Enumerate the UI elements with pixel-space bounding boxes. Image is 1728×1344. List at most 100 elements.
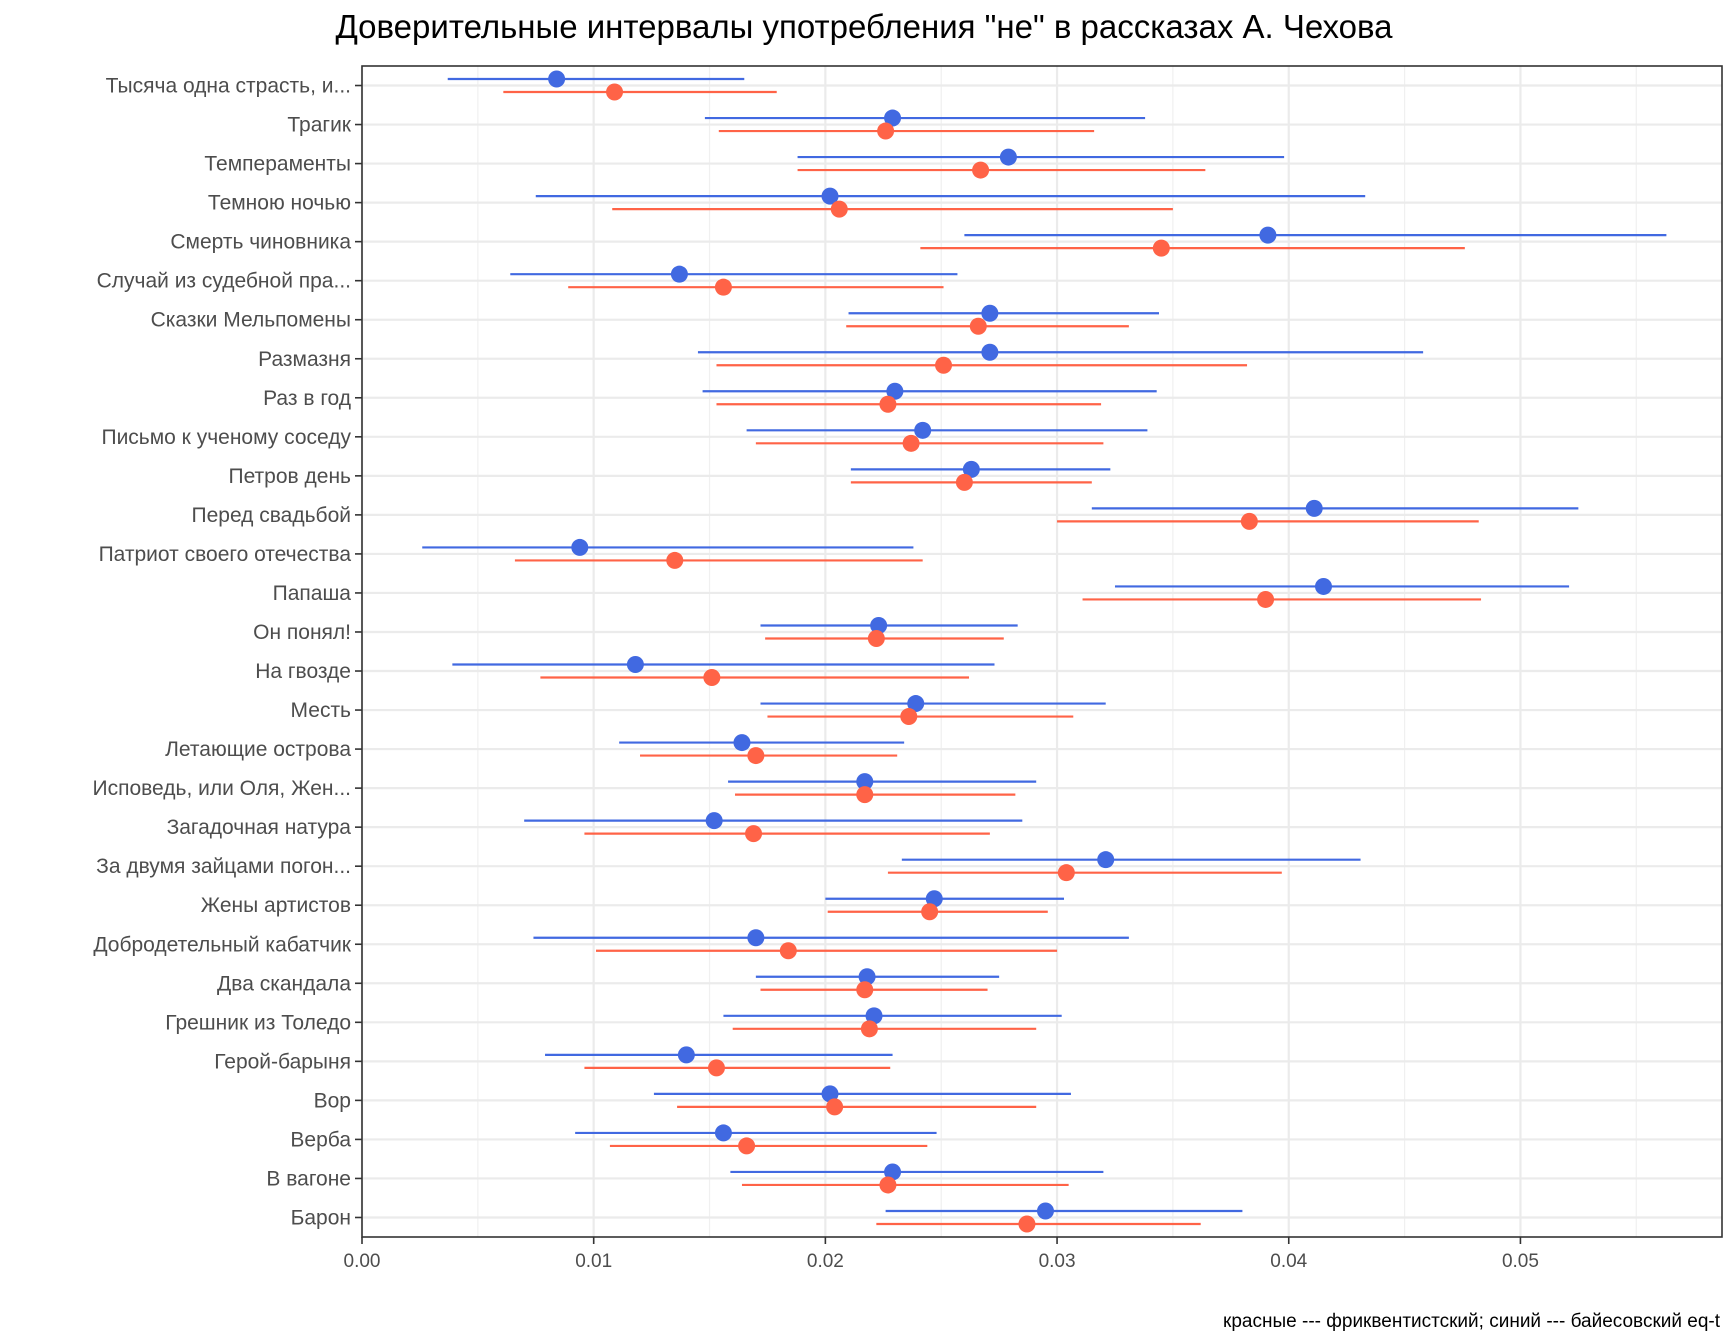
- freq-point: [1018, 1215, 1036, 1233]
- freq-point: [1152, 239, 1170, 257]
- freq-point: [779, 942, 797, 960]
- y-tick-label: Петров день: [228, 465, 351, 488]
- bayes-point: [1314, 577, 1332, 595]
- freq-point: [830, 200, 848, 218]
- y-tick-label: Вор: [314, 1089, 351, 1112]
- chart-title: Доверительные интервалы употребления "не…: [335, 8, 1393, 45]
- y-tick-label: Загадочная натура: [167, 816, 352, 839]
- bayes-point: [548, 70, 566, 88]
- bayes-point: [571, 538, 589, 556]
- y-tick-label: Смерть чиновника: [170, 231, 351, 254]
- bayes-point: [1259, 226, 1277, 244]
- freq-point: [1257, 590, 1275, 608]
- y-tick-label: В вагоне: [266, 1167, 351, 1190]
- bayes-point: [962, 460, 980, 478]
- freq-point: [972, 161, 990, 179]
- y-tick-label: Сказки Мельпомены: [151, 309, 351, 332]
- bayes-point: [981, 343, 999, 361]
- bayes-point: [733, 734, 751, 752]
- y-tick-label: Добродетельный кабатчик: [93, 933, 351, 956]
- y-tick-label: Верба: [290, 1128, 351, 1151]
- bayes-point: [714, 1124, 732, 1142]
- y-tick-label: Темпераменты: [204, 153, 351, 176]
- x-tick-label: 0.00: [344, 1251, 381, 1272]
- y-tick-label: Грешник из Толедо: [165, 1011, 351, 1034]
- freq-point: [856, 981, 874, 999]
- freq-point: [921, 903, 939, 921]
- x-tick-label: 0.01: [575, 1251, 612, 1272]
- y-tick-label: Герой-барыня: [214, 1050, 351, 1073]
- bayes-point: [1305, 499, 1323, 517]
- y-tick-label: Тысяча одна страсть, и...: [106, 75, 351, 98]
- freq-point: [856, 786, 874, 804]
- y-tick-label: Два скандала: [217, 972, 351, 995]
- x-tick-label: 0.02: [807, 1251, 844, 1272]
- bayes-point: [884, 109, 902, 127]
- freq-point: [606, 83, 624, 101]
- bayes-point: [858, 968, 876, 986]
- y-tick-label: Летающие острова: [165, 738, 351, 761]
- y-tick-label: Письмо к ученому соседу: [101, 426, 351, 449]
- bayes-point: [1036, 1202, 1054, 1220]
- y-tick-label: Темною ночью: [208, 192, 351, 215]
- freq-point: [714, 278, 732, 296]
- freq-point: [738, 1137, 756, 1155]
- freq-point: [955, 473, 973, 491]
- y-tick-label: Перед свадьбой: [192, 504, 352, 527]
- freq-point: [707, 1059, 725, 1077]
- bayes-point: [907, 695, 925, 713]
- bayes-point: [865, 1007, 883, 1025]
- freq-point: [969, 317, 987, 335]
- freq-point: [935, 356, 953, 374]
- bayes-point: [856, 773, 874, 791]
- freq-point: [745, 825, 763, 843]
- y-tick-label: Трагик: [287, 114, 351, 137]
- freq-point: [1240, 512, 1258, 530]
- freq-point: [879, 395, 897, 413]
- y-tick-label: Размазня: [258, 348, 351, 371]
- y-tick-label: За двумя зайцами погон...: [96, 855, 351, 878]
- freq-point: [826, 1098, 844, 1116]
- y-tick-label: Патриот своего отечества: [99, 543, 352, 566]
- bayes-point: [821, 187, 839, 205]
- chart-caption: красные --- фриквентистский; синий --- б…: [1223, 1311, 1720, 1332]
- freq-point: [860, 1020, 878, 1038]
- bayes-point: [914, 421, 932, 439]
- bayes-point: [670, 265, 688, 283]
- y-tick-label: Случай из судебной пра...: [97, 270, 351, 293]
- y-tick-label: Папаша: [273, 582, 352, 605]
- freq-point: [900, 708, 918, 726]
- freq-point: [902, 434, 920, 452]
- freq-point: [879, 1176, 897, 1194]
- freq-point: [867, 629, 885, 647]
- bayes-point: [870, 616, 888, 634]
- x-tick-label: 0.05: [1502, 1251, 1539, 1272]
- bayes-point: [1097, 851, 1115, 869]
- bayes-point: [705, 812, 723, 830]
- freq-point: [1057, 864, 1075, 882]
- plot-panel: [362, 66, 1722, 1237]
- bayes-point: [981, 304, 999, 322]
- bayes-point: [626, 656, 644, 674]
- y-tick-label: На гвозде: [255, 660, 351, 683]
- y-tick-label: Барон: [291, 1206, 351, 1229]
- bayes-point: [999, 148, 1017, 166]
- bayes-point: [821, 1085, 839, 1103]
- y-tick-label: Исповедь, или Оля, Жен...: [92, 777, 351, 800]
- freq-point: [877, 122, 895, 140]
- x-tick-label: 0.04: [1270, 1251, 1307, 1272]
- bayes-point: [884, 1163, 902, 1181]
- plot-border: [361, 65, 1723, 1238]
- freq-point: [747, 747, 765, 765]
- bayes-point: [925, 890, 943, 908]
- bayes-point: [886, 382, 904, 400]
- bayes-point: [677, 1046, 695, 1064]
- freq-point: [666, 551, 684, 569]
- y-tick-label: Жены артистов: [201, 894, 351, 917]
- x-tick-label: 0.03: [1039, 1251, 1076, 1272]
- bayes-point: [747, 929, 765, 947]
- freq-point: [703, 669, 721, 687]
- y-tick-label: Месть: [291, 699, 352, 722]
- y-tick-label: Раз в год: [263, 387, 351, 410]
